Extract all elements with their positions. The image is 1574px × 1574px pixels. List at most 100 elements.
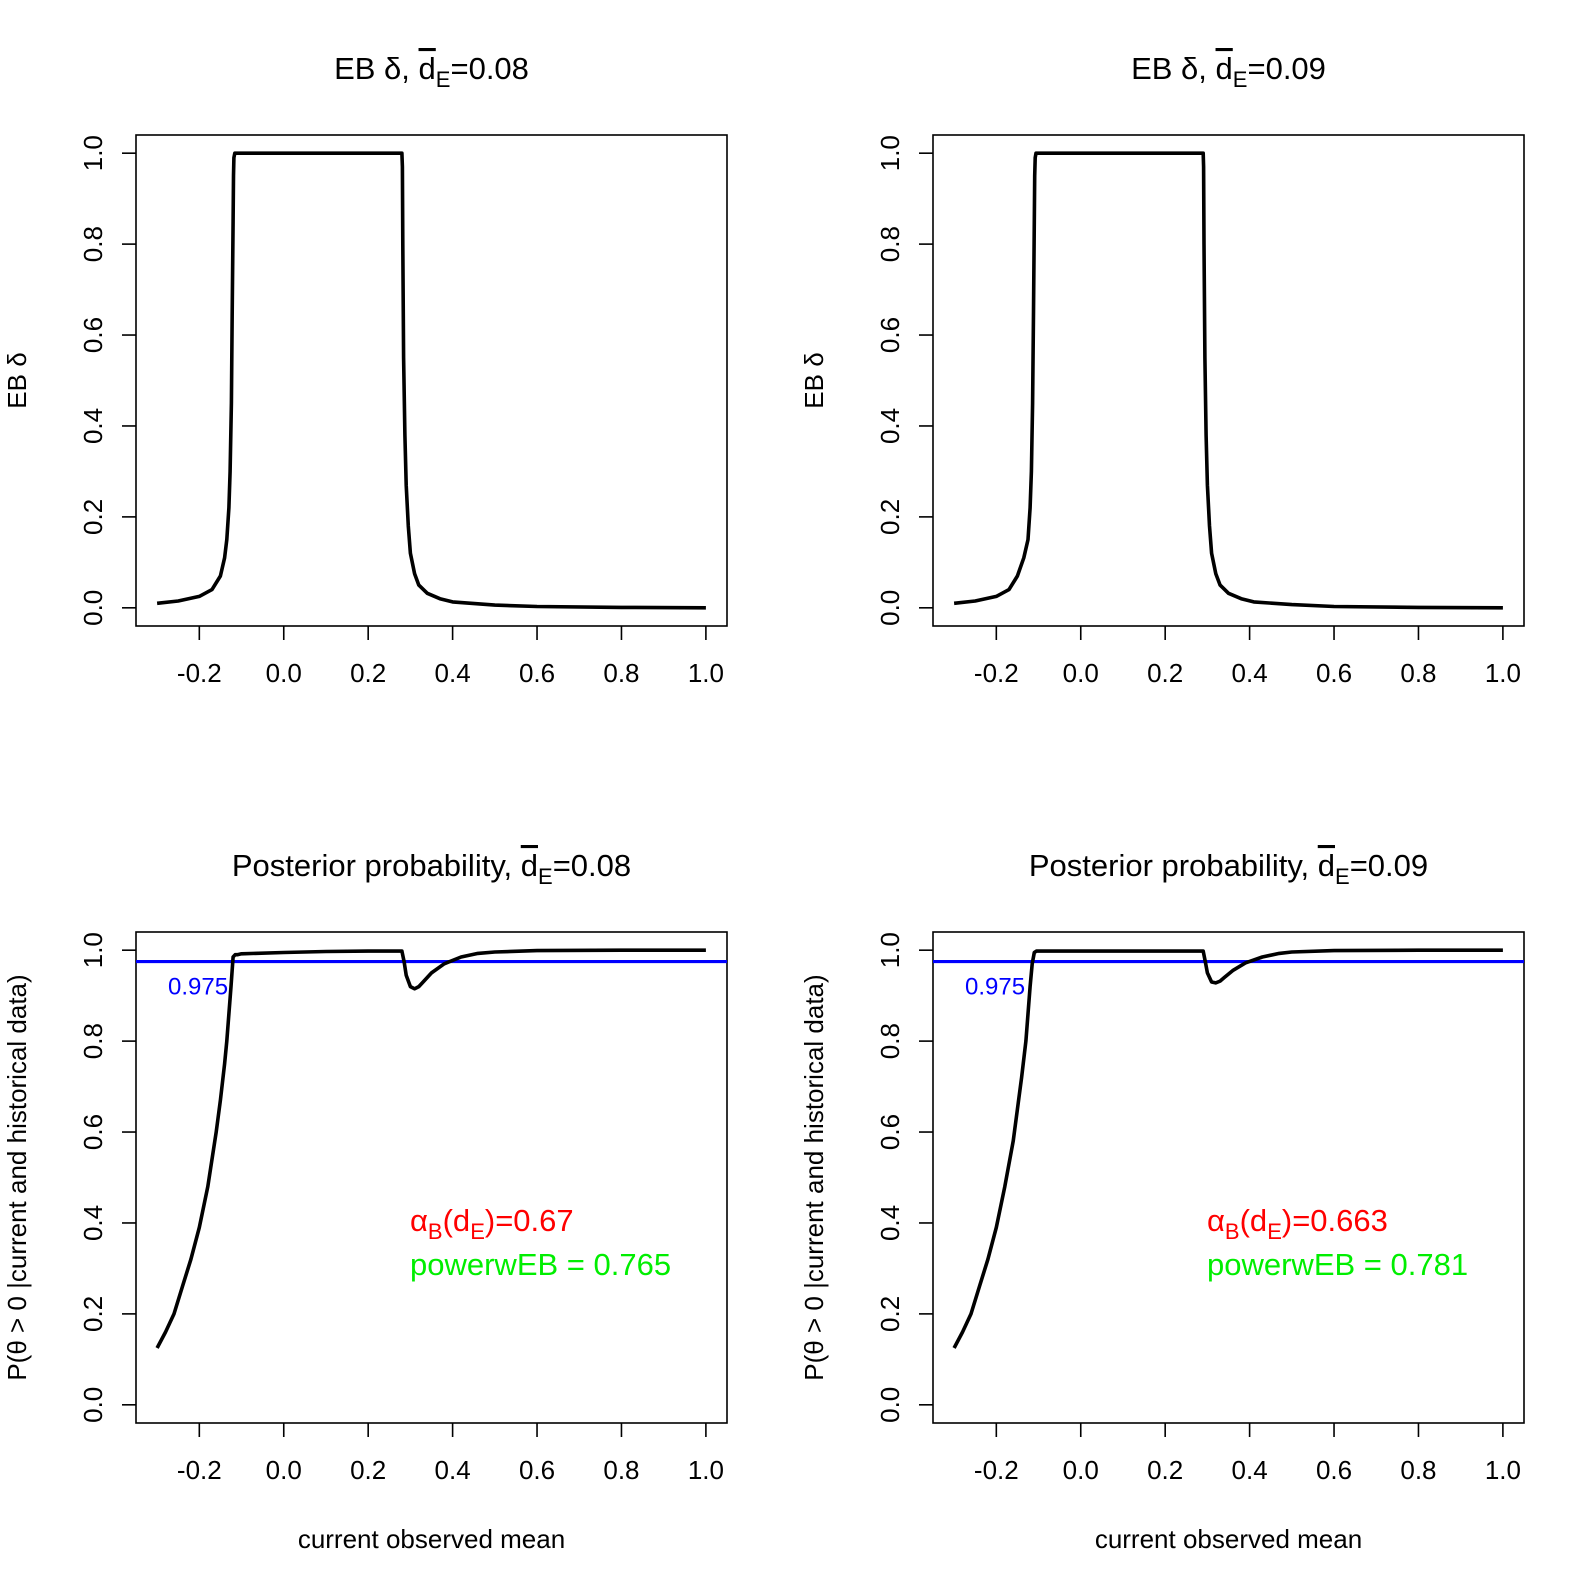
x-axis-label: current observed mean xyxy=(1095,1524,1362,1554)
x-tick-label: 0.4 xyxy=(435,1455,471,1485)
title-subscript: E xyxy=(1335,864,1350,889)
y-axis-label: EB δ xyxy=(799,352,829,408)
y-tick-label: 1.0 xyxy=(78,932,108,968)
y-tick-label: 0.2 xyxy=(78,1296,108,1332)
alpha-subscript: B xyxy=(428,1219,443,1244)
series-line xyxy=(953,151,1503,610)
y-tick-label: 0.0 xyxy=(78,590,108,626)
x-tick-label: -0.2 xyxy=(974,658,1019,688)
x-tick-label: 0.6 xyxy=(519,1455,555,1485)
x-tick-label: 0.6 xyxy=(1316,1455,1352,1485)
alpha-value: )=0.663 xyxy=(1282,1203,1388,1238)
y-tick-label: 0.6 xyxy=(875,1114,905,1150)
y-tick-label: 0.6 xyxy=(78,1114,108,1150)
x-tick-label: 0.0 xyxy=(1063,1455,1099,1485)
plot-frame xyxy=(932,931,1525,1424)
chart-panel-2: EB δ, dE=0.09 -0.2 0.0 0.2 0.4 0.6 0.8 1.0 0.0 0.… xyxy=(799,51,1525,688)
alpha-mid: (d xyxy=(1240,1203,1268,1238)
x-tick-label: -0.2 xyxy=(177,1455,222,1485)
x-tick-label: -0.2 xyxy=(177,658,222,688)
y-tick-label: 0.8 xyxy=(78,1023,108,1059)
title-bar-letter: d xyxy=(1216,51,1233,86)
title-suffix: =0.09 xyxy=(1350,848,1428,883)
y-tick-label: 0.8 xyxy=(875,1023,905,1059)
y-tick-label: 0.8 xyxy=(78,226,108,262)
title-bar-letter: d xyxy=(1318,848,1335,883)
x-tick-label: 0.0 xyxy=(1063,658,1099,688)
series-line xyxy=(952,948,1503,1349)
chart-title: EB δ, dE=0.08 xyxy=(334,51,529,92)
title-suffix: =0.08 xyxy=(450,51,528,86)
title-subscript: E xyxy=(1233,67,1248,92)
title-prefix: Posterior probability, xyxy=(232,848,521,883)
alpha-symbol: α xyxy=(410,1203,428,1238)
x-tick-label: 1.0 xyxy=(688,1455,724,1485)
y-axis-label: EB δ xyxy=(2,352,32,408)
title-suffix: =0.08 xyxy=(553,848,631,883)
alpha-value: )=0.67 xyxy=(485,1203,574,1238)
chart-title: Posterior probability, dE=0.08 xyxy=(232,848,631,889)
alpha-subscript: B xyxy=(1225,1219,1240,1244)
x-tick-label: 0.4 xyxy=(1232,1455,1268,1485)
power-annotation: powerwEB = 0.781 xyxy=(1207,1247,1468,1282)
y-tick-label: 0.4 xyxy=(78,408,108,444)
x-tick-label: -0.2 xyxy=(974,1455,1019,1485)
y-axis-label: P(θ > 0 |current and historical data) xyxy=(799,974,829,1380)
y-tick-label: 0.2 xyxy=(875,499,905,535)
x-tick-label: 0.8 xyxy=(1400,658,1436,688)
x-tick-label: 1.0 xyxy=(688,658,724,688)
y-tick-label: 0.6 xyxy=(875,317,905,353)
y-tick-label: 1.0 xyxy=(875,932,905,968)
plot-frame xyxy=(932,134,1525,627)
y-tick-label: 0.8 xyxy=(875,226,905,262)
y-tick-label: 0.4 xyxy=(875,1205,905,1241)
x-tick-label: 1.0 xyxy=(1485,1455,1521,1485)
chart-panel-4: Posterior probability, dE=0.09-0.2 0.0 0.2… xyxy=(799,848,1525,1554)
alpha-mid: (d xyxy=(443,1203,471,1238)
x-tick-label: 0.8 xyxy=(603,1455,639,1485)
threshold-label: 0.975 xyxy=(965,974,1025,1001)
series-line xyxy=(156,151,706,610)
x-tick-label: 0.4 xyxy=(1232,658,1268,688)
chart-title: EB δ, dE=0.09 xyxy=(1131,51,1326,92)
title-prefix: EB δ, xyxy=(334,51,418,86)
alpha-annotation: αB(dE)=0.67 xyxy=(410,1203,574,1244)
title-prefix: EB δ, xyxy=(1131,51,1215,86)
x-tick-label: 0.0 xyxy=(266,658,302,688)
x-tick-label: 0.4 xyxy=(435,658,471,688)
chart-title: Posterior probability, dE=0.09 xyxy=(1029,848,1428,889)
alpha-symbol: α xyxy=(1207,1203,1225,1238)
series-line xyxy=(155,948,706,1349)
y-tick-label: 0.0 xyxy=(78,1387,108,1423)
y-tick-label: 1.0 xyxy=(875,135,905,171)
x-axis-label: current observed mean xyxy=(298,1524,565,1554)
x-tick-label: 0.6 xyxy=(1316,658,1352,688)
x-tick-label: 1.0 xyxy=(1485,658,1521,688)
x-tick-label: 0.2 xyxy=(1147,1455,1183,1485)
chart-panel-3: Posterior probability, dE=0.08-0.2 0.0 0.2… xyxy=(2,848,728,1554)
y-tick-label: 1.0 xyxy=(78,135,108,171)
x-tick-label: 0.8 xyxy=(603,658,639,688)
title-subscript: E xyxy=(436,67,451,92)
alpha-subscript-e: E xyxy=(1267,1219,1282,1244)
plot-frame xyxy=(135,931,728,1424)
title-bar-letter: d xyxy=(419,51,436,86)
title-bar-letter: d xyxy=(521,848,538,883)
chart-panel-1: EB δ, dE=0.08 -0.2 0.0 0.2 0.4 0.6 0.8 1.0 0.0 0.… xyxy=(2,51,728,688)
x-tick-label: 0.8 xyxy=(1400,1455,1436,1485)
x-tick-label: 0.2 xyxy=(350,1455,386,1485)
alpha-annotation: αB(dE)=0.663 xyxy=(1207,1203,1388,1244)
x-tick-label: 0.2 xyxy=(1147,658,1183,688)
threshold-label: 0.975 xyxy=(168,974,228,1001)
y-tick-label: 0.6 xyxy=(78,317,108,353)
x-tick-label: 0.0 xyxy=(266,1455,302,1485)
title-prefix: Posterior probability, xyxy=(1029,848,1318,883)
y-axis-label: P(θ > 0 |current and historical data) xyxy=(2,974,32,1380)
x-tick-label: 0.6 xyxy=(519,658,555,688)
title-suffix: =0.09 xyxy=(1247,51,1325,86)
x-tick-label: 0.2 xyxy=(350,658,386,688)
alpha-subscript-e: E xyxy=(470,1219,485,1244)
y-tick-label: 0.4 xyxy=(875,408,905,444)
y-tick-label: 0.4 xyxy=(78,1205,108,1241)
